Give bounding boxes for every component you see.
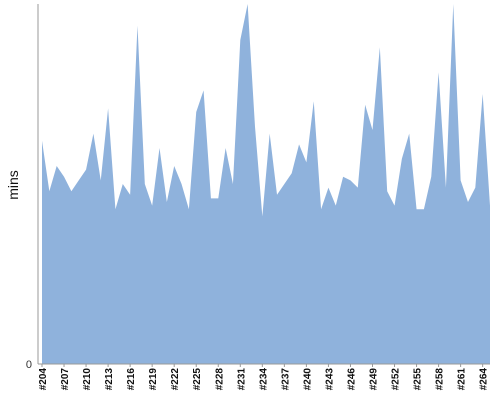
- y-ticks: 0: [26, 359, 32, 371]
- x-tick-label: #204: [38, 368, 49, 391]
- x-ticks: #204 #207 #210 #213 #216 #219 #222 #225 #228 #231…: [38, 364, 490, 390]
- plot-area: [42, 4, 490, 364]
- x-tick-label: #255: [413, 368, 424, 391]
- x-tick-label: #228: [214, 368, 225, 391]
- x-tick-label: #219: [148, 368, 159, 391]
- x-tick-label: #261: [457, 368, 468, 391]
- x-tick-label: #243: [324, 368, 335, 391]
- y-tick-label: 0: [26, 359, 32, 371]
- x-tick-label: #222: [170, 368, 181, 391]
- x-tick-label: #264: [479, 368, 490, 391]
- x-tick-label: #252: [391, 368, 402, 391]
- x-tick-label: #249: [368, 368, 379, 391]
- x-tick-label: #225: [192, 368, 203, 391]
- x-tick-label: #237: [280, 368, 291, 391]
- x-tick-label: #213: [104, 368, 115, 391]
- x-tick-label: #210: [82, 368, 93, 391]
- area-series: [42, 4, 490, 364]
- x-tick-label: #240: [302, 368, 313, 391]
- x-tick-label: #234: [258, 368, 269, 391]
- x-tick-label: #231: [236, 368, 247, 391]
- x-tick-label: #258: [435, 368, 446, 391]
- x-tick-label: #207: [60, 368, 71, 391]
- x-tick-label: #246: [346, 368, 357, 391]
- y-axis-label: mins: [5, 170, 21, 200]
- x-tick-label: #216: [126, 368, 137, 391]
